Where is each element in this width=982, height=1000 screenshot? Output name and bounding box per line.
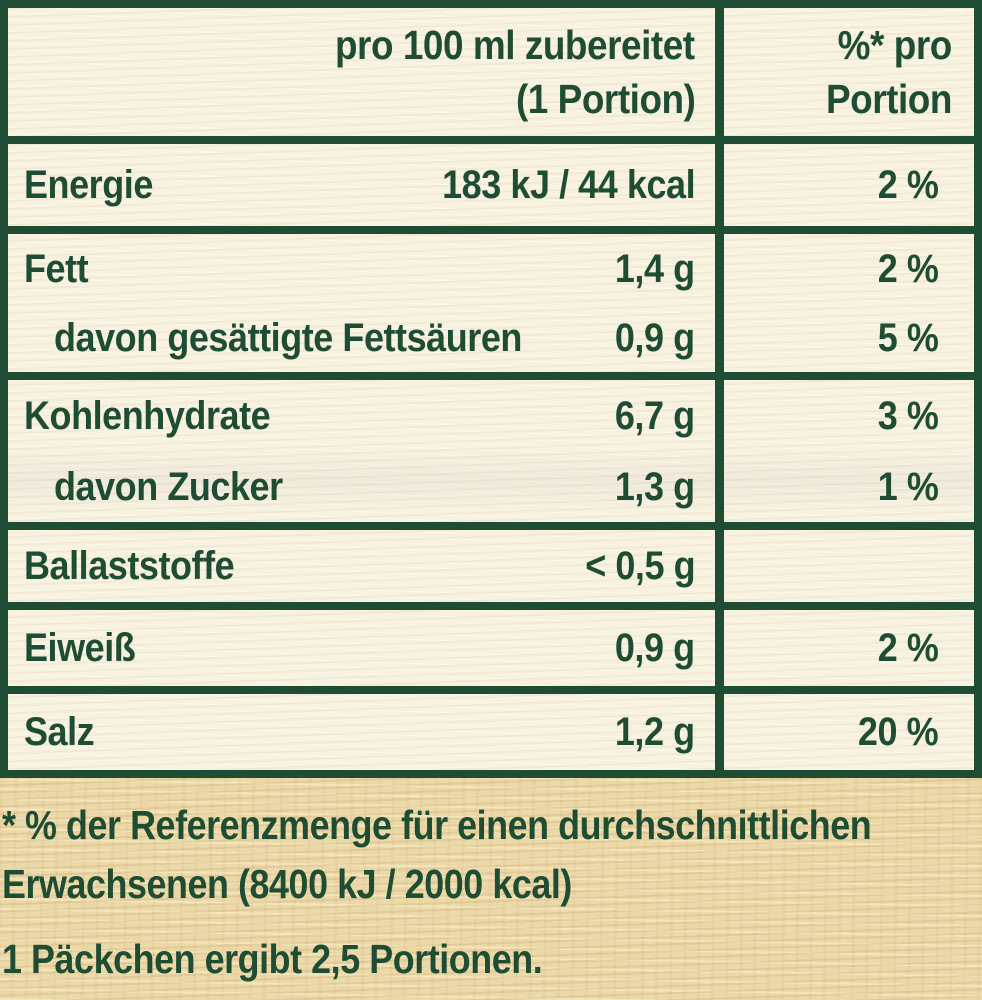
fett-amount-cell: Fett 1,4 g davon gesättigte Fettsäuren 0…	[8, 234, 724, 372]
row-value: 1,2 g	[615, 710, 695, 754]
table-row-eiweiss: Eiweiß 0,9 g 2 %	[8, 602, 974, 686]
kohlenhydrate-amount-cell: Kohlenhydrate 6,7 g davon Zucker 1,3 g	[8, 380, 724, 522]
row-value: 0,9 g	[615, 626, 695, 670]
energie-percent-cell: 2 %	[724, 144, 974, 226]
row-value: 1,4 g	[615, 246, 695, 291]
row-percent: 2 %	[877, 163, 938, 207]
fett-percent-cell: 2 % 5 %	[724, 234, 974, 372]
row-label: Ballaststoffe	[24, 544, 235, 588]
row-percent: 2 %	[877, 246, 938, 291]
row-value: 183 kJ / 44 kcal	[441, 163, 695, 207]
row-label: Kohlenhydrate	[24, 393, 271, 438]
footnote-portions-line: 1 Päckchen ergibt 2,5 Portionen.	[2, 936, 543, 982]
table-header-row: pro 100 ml zubereitet (1 Portion) %* pro…	[8, 8, 974, 136]
header-percent-line2: Portion	[826, 76, 952, 122]
row-sublabel: davon Zucker	[54, 464, 283, 509]
eiweiss-amount-cell: Eiweiß 0,9 g	[8, 610, 724, 686]
row-sublabel: davon gesättigte Fettsäuren	[54, 315, 522, 360]
row-label: Salz	[24, 710, 95, 754]
nutrition-table: pro 100 ml zubereitet (1 Portion) %* pro…	[0, 0, 982, 778]
footnote-reference-line1: * % der Referenzmenge für einen durchsch…	[2, 802, 872, 848]
row-label: Eiweiß	[24, 626, 136, 670]
header-amount-line1: pro 100 ml zubereitet	[335, 22, 695, 68]
row-subvalue: 1,3 g	[615, 464, 695, 509]
row-subpercent: 5 %	[877, 315, 938, 360]
header-percent-cell: %* pro Portion	[724, 8, 974, 136]
row-value: < 0,5 g	[585, 544, 695, 588]
table-row-salz: Salz 1,2 g 20 %	[8, 686, 974, 770]
energie-amount-cell: Energie 183 kJ / 44 kcal	[8, 144, 724, 226]
ballaststoffe-percent-cell	[724, 530, 974, 602]
row-percent: 20 %	[857, 710, 939, 754]
footnote: * % der Referenzmenge für einen durchsch…	[0, 778, 982, 1000]
row-percent: 3 %	[877, 393, 938, 438]
table-row-fett: Fett 1,4 g davon gesättigte Fettsäuren 0…	[8, 226, 974, 372]
row-label: Energie	[24, 163, 153, 207]
footnote-reference-line2: Erwachsenen (8400 kJ / 2000 kcal)	[2, 861, 572, 907]
header-percent-line1: %* pro	[837, 22, 953, 68]
row-label: Fett	[24, 246, 89, 291]
header-amount-cell: pro 100 ml zubereitet (1 Portion)	[8, 8, 724, 136]
eiweiss-percent-cell: 2 %	[724, 610, 974, 686]
ballaststoffe-amount-cell: Ballaststoffe < 0,5 g	[8, 530, 724, 602]
table-row-ballaststoffe: Ballaststoffe < 0,5 g	[8, 522, 974, 602]
table-row-energie: Energie 183 kJ / 44 kcal 2 %	[8, 136, 974, 226]
salz-amount-cell: Salz 1,2 g	[8, 694, 724, 770]
row-subvalue: 0,9 g	[615, 315, 695, 360]
header-amount-line2: (1 Portion)	[515, 76, 695, 122]
row-value: 6,7 g	[615, 393, 695, 438]
table-row-kohlenhydrate: Kohlenhydrate 6,7 g davon Zucker 1,3 g 3…	[8, 372, 974, 522]
kohlenhydrate-percent-cell: 3 % 1 %	[724, 380, 974, 522]
salz-percent-cell: 20 %	[724, 694, 974, 770]
row-subpercent: 1 %	[877, 464, 938, 509]
row-percent: 2 %	[877, 626, 938, 670]
